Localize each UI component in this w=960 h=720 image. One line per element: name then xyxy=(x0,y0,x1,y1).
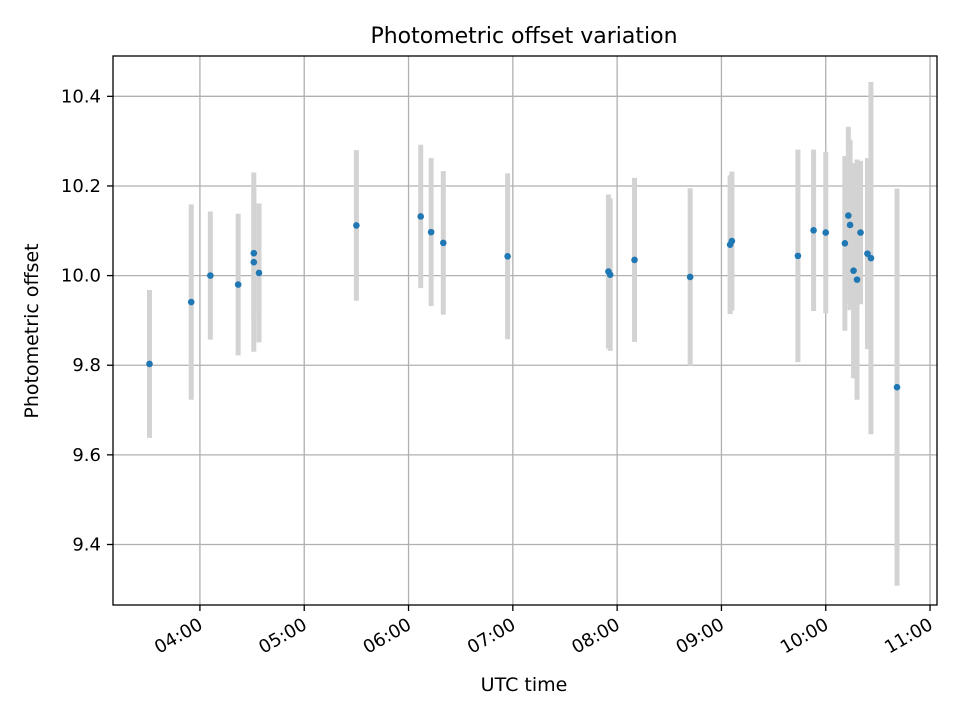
data-point xyxy=(846,221,854,229)
data-point xyxy=(207,272,214,279)
plot-frame xyxy=(112,55,938,606)
data-point xyxy=(250,258,258,266)
data-point xyxy=(427,228,435,236)
data-point xyxy=(864,250,871,257)
y-tick-label: 9.8 xyxy=(72,355,101,376)
y-tick-label: 10.4 xyxy=(61,86,101,107)
data-point xyxy=(810,227,817,234)
x-tick-label: 10:00 xyxy=(777,614,832,658)
y-tick-label: 10.0 xyxy=(61,266,101,287)
data-point xyxy=(686,273,694,281)
x-tick-label: 09:00 xyxy=(673,614,728,658)
x-tick-label: 08:00 xyxy=(568,614,623,658)
data-point xyxy=(867,254,875,262)
x-tick-label: 11:00 xyxy=(881,614,936,658)
data-point xyxy=(822,229,830,236)
data-point xyxy=(504,253,511,260)
data-point xyxy=(794,252,802,260)
data-point xyxy=(234,281,242,288)
chart-title: Photometric offset variation xyxy=(370,24,677,49)
data-point xyxy=(606,271,614,279)
data-point xyxy=(255,269,263,277)
data-point xyxy=(850,267,857,274)
x-tick-label: 07:00 xyxy=(464,614,519,658)
data-point xyxy=(853,276,861,283)
data-point xyxy=(146,360,153,368)
x-tick-label: 04:00 xyxy=(151,614,206,658)
data-point xyxy=(893,383,901,391)
x-axis-label: UTC time xyxy=(481,674,568,696)
data-point xyxy=(250,249,258,257)
y-tick-label: 10.2 xyxy=(61,176,101,197)
data-point xyxy=(353,222,360,229)
data-points xyxy=(146,212,901,391)
data-point xyxy=(439,239,447,247)
x-tick-label: 05:00 xyxy=(255,614,310,658)
data-point xyxy=(857,229,864,236)
data-point xyxy=(728,237,736,245)
y-axis-label: Photometric offset xyxy=(21,243,43,418)
error-bars xyxy=(147,81,900,586)
x-tick-label: 06:00 xyxy=(360,614,415,658)
y-tick-label: 9.6 xyxy=(72,445,101,466)
data-point xyxy=(187,298,195,306)
data-point xyxy=(841,240,849,247)
y-tick-label: 9.4 xyxy=(72,534,101,555)
data-point xyxy=(845,212,852,219)
data-point xyxy=(631,256,638,264)
data-point xyxy=(417,213,424,220)
